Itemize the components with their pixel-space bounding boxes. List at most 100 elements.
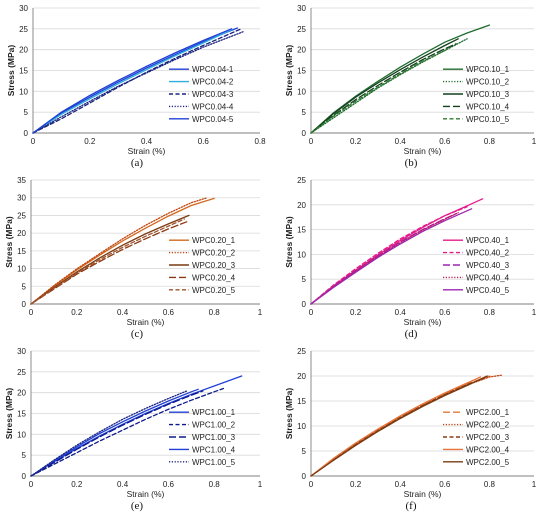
legend: WPC0.10_1 WPC0.10_2 WPC0.10_3 WPC0.10_4 WPC0… [443, 65, 510, 124]
x-tick-label: 1 [258, 308, 263, 317]
x-tick-label: 0.4 [141, 137, 153, 146]
series-line [30, 218, 186, 305]
legend-label: WPC0.20_2 [192, 249, 236, 258]
x-tick-label: 1 [258, 480, 263, 489]
x-tick-label: 0.8 [209, 308, 221, 317]
y-tick-label: 25 [19, 25, 28, 34]
y-tick-label: 15 [297, 226, 306, 235]
legend-label: WPC2.00_3 [466, 433, 510, 442]
x-tick-label: 0.8 [484, 308, 496, 317]
series-line [310, 38, 468, 134]
x-tick-label: 0.8 [484, 137, 496, 146]
series-line [32, 27, 238, 134]
y-tick-label: 10 [297, 422, 306, 431]
y-tick-label: 10 [297, 87, 306, 96]
panel-label: (f) [406, 500, 417, 512]
x-axis-title: Strain (%) [404, 317, 442, 327]
series-line [30, 390, 204, 477]
y-tick-label: 25 [17, 211, 26, 220]
legend-label: WPC2.00_2 [466, 421, 510, 430]
chart-panel-6: 0 5 10 15 20 25 0 0.2 0.4 0.6 0.8 1 Strain (%) Stress… [284, 347, 537, 512]
series-line [310, 212, 459, 305]
x-tick-label: 0.2 [350, 308, 362, 317]
legend-label: WPC1.00_1 [192, 408, 236, 417]
y-axis-title: Stress (MPa) [4, 216, 14, 268]
y-tick-label: 0 [22, 472, 27, 481]
y-axis-title: Stress (MPa) [6, 45, 16, 97]
chart-panel-3: 0 5 10 15 20 25 30 35 0 0.2 0.4 0.6 0.8 1 Strain (%) St… [4, 176, 263, 340]
x-tick-label: 0.6 [163, 480, 175, 489]
series-line [32, 31, 244, 134]
series-line [310, 375, 488, 477]
x-axis-title: Strain (%) [404, 489, 442, 499]
series-line [310, 198, 484, 305]
y-tick-label: 0 [22, 300, 27, 309]
y-tick-label: 30 [19, 4, 28, 13]
x-tick-label: 0 [309, 480, 314, 489]
legend-label: WPC1.00_5 [192, 458, 236, 467]
legend: WPC0.40_1 WPC0.40_2 WPC0.40_3 WPC0.40_4 WPC0… [443, 236, 510, 295]
y-tick-label: 15 [297, 397, 306, 406]
x-tick-label: 0.4 [117, 480, 129, 489]
legend: WPC0.20_1 WPC0.20_2 WPC0.20_3 WPC0.20_4 WPC0… [169, 236, 236, 295]
x-tick-label: 0 [309, 137, 314, 146]
legend-label: WPC0.10_1 [466, 65, 510, 74]
y-tick-label: 15 [297, 67, 306, 76]
x-tick-label: 0 [29, 480, 34, 489]
x-tick-label: 0 [31, 137, 36, 146]
y-tick-label: 0 [302, 129, 307, 138]
y-tick-label: 20 [19, 46, 28, 55]
legend: WPC2.00_1 WPC2.00_2 WPC2.00_3 WPC2.00_4 WPC2… [443, 408, 510, 467]
x-tick-label: 0.6 [163, 308, 175, 317]
x-axis-title: Strain (%) [127, 317, 165, 327]
y-tick-label: 5 [302, 275, 307, 284]
y-tick-label: 20 [297, 372, 306, 381]
series-line [30, 197, 215, 305]
legend: WPC0.04-1 WPC0.04-2 WPC0.04-3 WPC0.04-4 WPC0… [169, 65, 234, 124]
series-line [310, 213, 457, 305]
series-line [30, 375, 243, 477]
series-line [30, 387, 225, 477]
legend-label: WPC0.04-2 [192, 78, 234, 87]
y-tick-label: 25 [297, 25, 306, 34]
y-tick-label: 15 [17, 247, 26, 256]
x-axis-title: Strain (%) [127, 489, 165, 499]
legend-label: WPC1.00_4 [192, 445, 236, 454]
x-tick-label: 0.2 [350, 137, 362, 146]
series-line [32, 28, 233, 134]
legend-label: WPC0.40_2 [466, 249, 510, 258]
series-line [310, 43, 457, 134]
legend-label: WPC0.40_4 [466, 273, 510, 282]
legend-label: WPC0.04-5 [192, 115, 234, 124]
x-tick-label: 0 [29, 308, 34, 317]
panel-label: (c) [131, 328, 144, 340]
x-tick-label: 1 [532, 137, 537, 146]
chart-panel-1: 0 5 10 15 20 25 30 0 0.2 0.4 0.6 0.8 Strain (%) Stres… [6, 4, 266, 169]
y-tick-label: 10 [19, 87, 28, 96]
x-tick-label: 0.2 [71, 480, 83, 489]
series-line [30, 388, 199, 477]
y-tick-label: 5 [22, 282, 27, 291]
legend-label: WPC0.20_1 [192, 236, 236, 245]
legend: WPC1.00_1 WPC1.00_2 WPC1.00_3 WPC1.00_4 WPC1… [169, 408, 236, 467]
panel-label: (d) [405, 328, 418, 340]
panel-label: (a) [131, 157, 144, 169]
legend-label: WPC0.04-1 [192, 65, 234, 74]
x-tick-label: 0.6 [439, 308, 451, 317]
chart-panel-4: 0 5 10 15 20 25 0 0.2 0.4 0.6 0.8 1 Strain (%) Stress… [284, 176, 537, 340]
series-line [310, 24, 491, 134]
y-tick-label: 20 [17, 229, 26, 238]
panel-label: (b) [405, 157, 418, 169]
y-axis-title: Stress (MPa) [284, 388, 294, 440]
x-tick-label: 0.2 [350, 480, 362, 489]
series-line [310, 206, 468, 305]
chart-panel-2: 0 5 10 15 20 25 30 0 0.2 0.4 0.6 0.8 1 Strain (%) Stre… [284, 4, 537, 169]
y-tick-label: 5 [24, 108, 29, 117]
legend-label: WPC0.40_1 [466, 236, 510, 245]
y-tick-label: 25 [297, 176, 306, 185]
y-tick-label: 10 [17, 265, 26, 274]
y-tick-label: 5 [22, 451, 27, 460]
x-tick-label: 0.8 [209, 480, 221, 489]
series-line [310, 38, 459, 134]
x-tick-label: 0.6 [439, 480, 451, 489]
